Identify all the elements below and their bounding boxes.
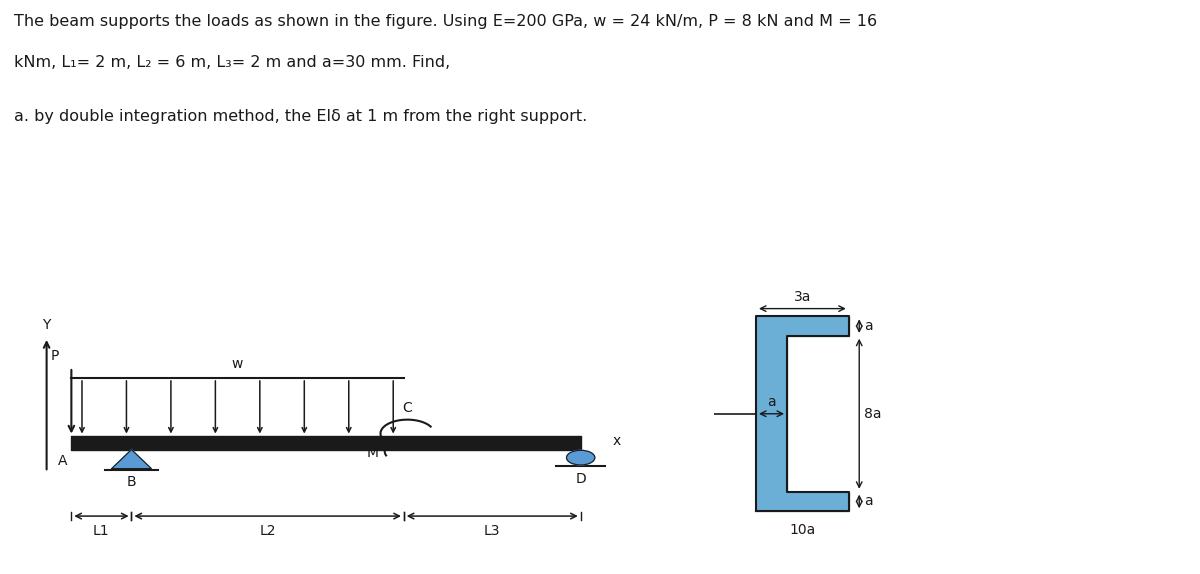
Text: a: a <box>767 395 776 409</box>
Text: 10a: 10a <box>790 523 816 537</box>
Text: a: a <box>864 494 874 509</box>
Polygon shape <box>756 316 848 511</box>
Text: a: a <box>864 319 874 333</box>
Text: x: x <box>612 434 620 448</box>
Text: A: A <box>59 454 68 468</box>
Circle shape <box>566 451 595 465</box>
Text: M: M <box>367 446 379 460</box>
Text: P: P <box>50 350 59 363</box>
Text: kNm, L₁= 2 m, L₂ = 6 m, L₃= 2 m and a=30 mm. Find,: kNm, L₁= 2 m, L₂ = 6 m, L₃= 2 m and a=30… <box>14 55 451 69</box>
Text: B: B <box>127 475 137 489</box>
Text: 3a: 3a <box>793 290 811 304</box>
Text: 8a: 8a <box>864 407 882 421</box>
Text: C: C <box>402 401 413 415</box>
Text: The beam supports the loads as shown in the figure. Using E=200 GPa, w = 24 kN/m: The beam supports the loads as shown in … <box>14 14 877 29</box>
Text: w: w <box>232 358 244 371</box>
Text: L1: L1 <box>94 524 109 538</box>
Text: D: D <box>575 471 586 486</box>
Text: L2: L2 <box>259 524 276 538</box>
Text: a. by double integration method, the Elδ at 1 m from the right support.: a. by double integration method, the Elδ… <box>14 109 588 124</box>
Polygon shape <box>112 449 151 468</box>
Text: Y: Y <box>42 317 50 332</box>
Text: L3: L3 <box>484 524 500 538</box>
